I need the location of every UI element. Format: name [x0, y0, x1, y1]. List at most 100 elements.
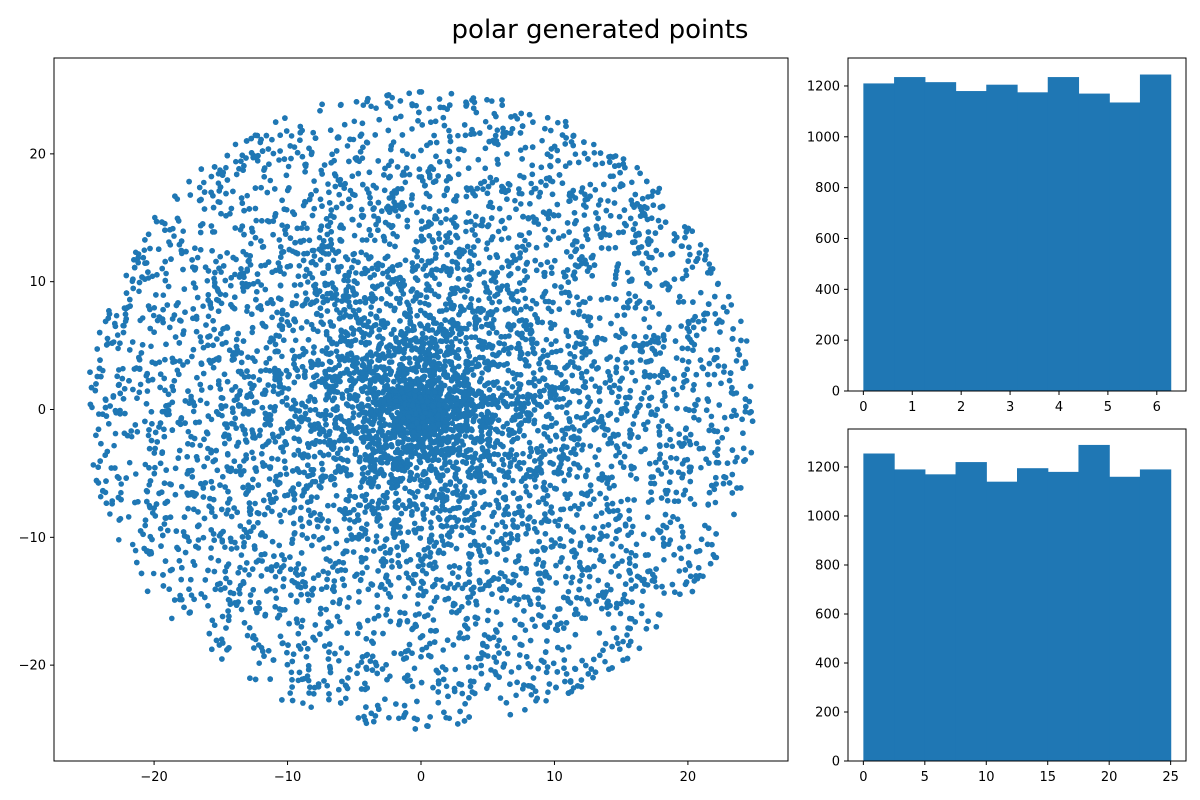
scatter-point: [658, 471, 665, 477]
scatter-point: [513, 692, 519, 699]
scatter-point: [610, 553, 616, 559]
scatter-point: [363, 237, 370, 243]
scatter-point: [578, 415, 584, 421]
scatter-point: [514, 288, 520, 295]
scatter-point: [501, 341, 508, 348]
scatter-point: [336, 618, 343, 625]
scatter-point: [336, 658, 342, 664]
scatter-point: [497, 695, 504, 701]
scatter-point: [171, 233, 177, 239]
scatter-point: [743, 338, 750, 344]
scatter-point: [539, 137, 545, 144]
scatter-point: [118, 481, 124, 487]
scatter-point: [418, 257, 425, 264]
scatter-point: [126, 459, 133, 466]
scatter-point: [111, 442, 117, 449]
scatter-point: [655, 379, 661, 386]
scatter-point: [305, 677, 312, 684]
scatter-point: [691, 501, 698, 508]
scatter-point: [520, 393, 526, 400]
scatter-point: [522, 627, 529, 633]
scatter-point: [291, 144, 298, 150]
scatter-point: [245, 482, 251, 489]
scatter-point: [679, 384, 686, 391]
scatter-point: [641, 421, 647, 428]
scatter-point: [371, 213, 377, 219]
scatter-point: [520, 450, 526, 457]
scatter-point: [133, 471, 139, 477]
scatter-point: [373, 105, 379, 111]
scatter-point: [604, 501, 610, 508]
scatter-point: [632, 221, 638, 227]
scatter-point: [330, 257, 337, 264]
scatter-point: [591, 141, 597, 148]
scatter-point: [638, 610, 645, 617]
scatter-point: [695, 397, 701, 403]
scatter-point: [538, 443, 545, 449]
scatter-point: [248, 240, 254, 247]
scatter-point: [697, 242, 704, 248]
scatter-point: [432, 559, 438, 566]
scatter-point: [586, 584, 592, 590]
scatter-point: [555, 119, 561, 126]
scatter-point: [244, 308, 250, 315]
scatter-point: [326, 544, 332, 551]
scatter-point: [566, 644, 572, 650]
scatter-point: [225, 561, 232, 567]
scatter-point: [624, 632, 630, 638]
scatter-point: [560, 543, 567, 550]
scatter-point: [396, 715, 402, 722]
scatter-point: [325, 181, 331, 187]
scatter-point: [579, 355, 585, 361]
scatter-point: [678, 243, 685, 249]
scatter-point: [535, 221, 542, 227]
scatter-point: [447, 581, 454, 587]
scatter-point: [566, 160, 573, 166]
scatter-point: [683, 267, 689, 274]
scatter-point: [212, 513, 218, 520]
scatter-point: [190, 408, 197, 415]
scatter-point: [90, 462, 97, 468]
scatter-point: [309, 592, 316, 598]
scatter-point: [150, 312, 157, 319]
scatter-point: [433, 576, 440, 583]
scatter-point: [529, 297, 536, 304]
scatter-point: [201, 179, 207, 186]
scatter-point: [112, 430, 119, 437]
scatter-point: [185, 428, 192, 435]
scatter-point: [620, 638, 626, 645]
scatter-point: [311, 178, 317, 184]
scatter-point: [411, 665, 418, 672]
scatter-point: [618, 498, 624, 505]
scatter-point: [512, 197, 518, 204]
scatter-point: [293, 293, 300, 299]
scatter-point: [661, 557, 667, 563]
scatter-point: [250, 455, 257, 462]
scatter-point: [256, 660, 263, 666]
scatter-point: [169, 615, 175, 622]
scatter-point: [698, 289, 704, 296]
scatter-point: [545, 215, 552, 222]
scatter-point: [687, 251, 693, 258]
scatter-point: [678, 523, 685, 530]
scatter-point: [486, 534, 492, 541]
scatter-point: [623, 547, 630, 554]
scatter-point: [358, 576, 364, 583]
scatter-point: [121, 323, 127, 329]
scatter-point: [504, 380, 510, 387]
scatter-point: [129, 541, 136, 548]
scatter-point: [275, 456, 281, 463]
scatter-point: [443, 683, 450, 690]
scatter-point: [249, 329, 255, 336]
scatter-point: [637, 357, 644, 363]
scatter-point: [287, 690, 294, 696]
scatter-point: [281, 507, 288, 514]
scatter-point: [568, 579, 574, 586]
scatter-point: [526, 453, 533, 460]
scatter-point: [237, 564, 243, 571]
scatter-point: [528, 189, 535, 196]
scatter-point: [732, 458, 738, 465]
scatter-point: [483, 246, 490, 252]
scatter-point: [557, 347, 564, 354]
